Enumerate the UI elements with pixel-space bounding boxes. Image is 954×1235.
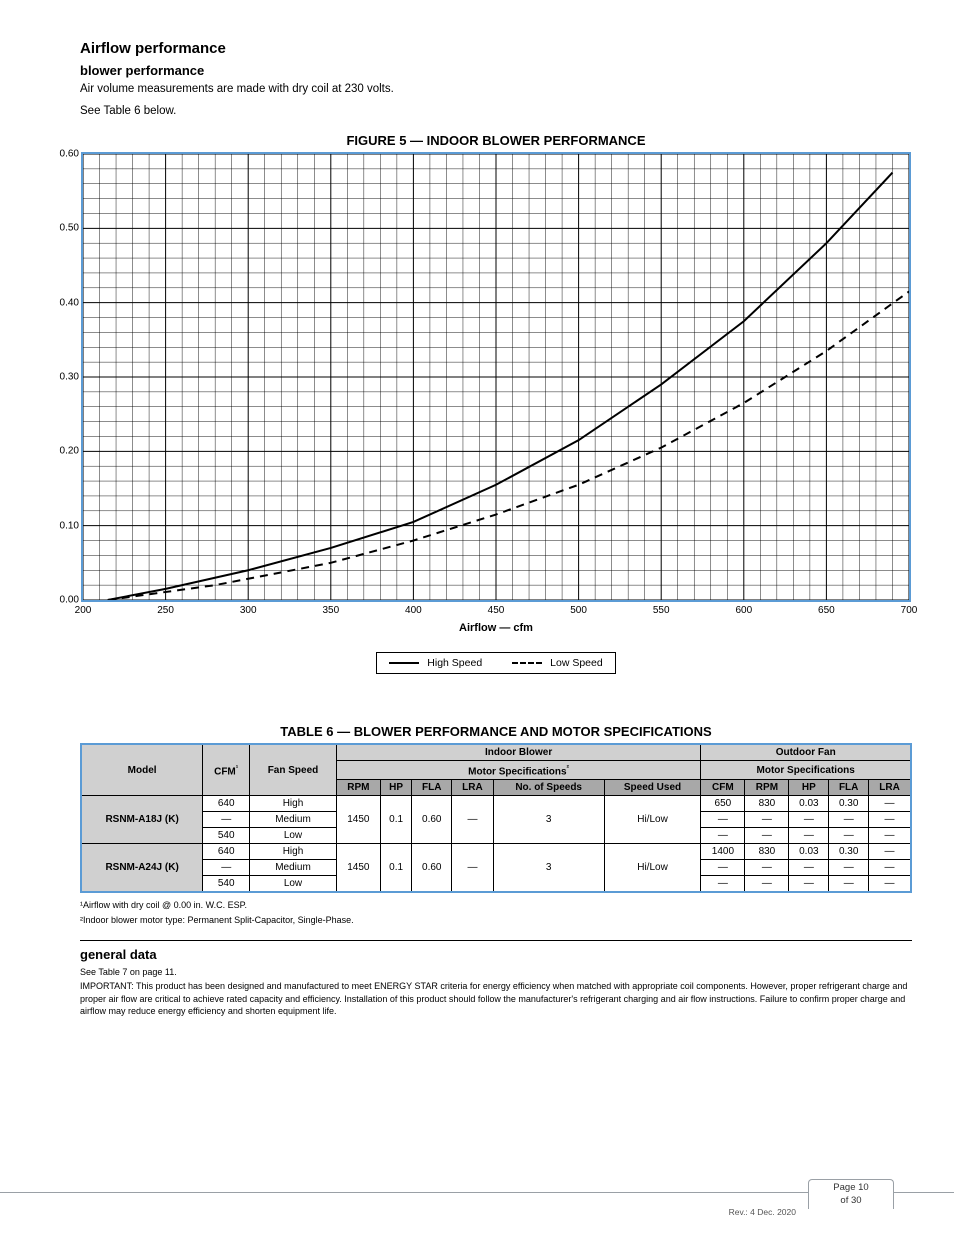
blower-text: Air volume measurements are made with dr… bbox=[80, 82, 912, 98]
footnote: ¹Airflow with dry coil @ 0.00 in. W.C. E… bbox=[80, 899, 912, 911]
chart-ytick: 0.40 bbox=[45, 297, 79, 308]
blower-heading: blower performance bbox=[80, 63, 912, 78]
chart-xtick: 400 bbox=[405, 605, 422, 616]
section-rule bbox=[80, 940, 912, 941]
section-title: Airflow performance bbox=[80, 40, 912, 57]
chart-ytick: 0.20 bbox=[45, 446, 79, 457]
perf-table-title: TABLE 6 — BLOWER PERFORMANCE AND MOTOR S… bbox=[80, 724, 912, 739]
chart-xtick: 700 bbox=[901, 605, 918, 616]
footer-tab-line1: Page 10 bbox=[809, 1180, 893, 1193]
table-row: RSNM-A24J (K)640High14500.10.60—3Hi/Low1… bbox=[81, 844, 911, 860]
perf-footnotes: ¹Airflow with dry coil @ 0.00 in. W.C. E… bbox=[80, 899, 912, 925]
general-data-paragraph: IMPORTANT: This product has been designe… bbox=[80, 980, 912, 1018]
legend-label: Low Speed bbox=[550, 657, 603, 669]
page-footer: Rev.: 4 Dec. 2020 Page 10 of 30 bbox=[0, 1187, 954, 1217]
perf-table: ModelCFM¹Fan SpeedIndoor BlowerOutdoor F… bbox=[80, 743, 912, 893]
chart-ytick: 0.50 bbox=[45, 223, 79, 234]
legend-item: Low Speed bbox=[512, 657, 603, 669]
chart-ytick: 0.00 bbox=[45, 595, 79, 606]
chart-xtick: 250 bbox=[157, 605, 174, 616]
chart: External Static Pressure — in. wg. 0.000… bbox=[81, 152, 911, 674]
legend-item: High Speed bbox=[389, 657, 482, 669]
legend-label: High Speed bbox=[427, 657, 482, 669]
chart-ytick: 0.10 bbox=[45, 520, 79, 531]
general-data-body: See Table 7 on page 11.IMPORTANT: This p… bbox=[80, 966, 912, 1018]
chart-xtick: 450 bbox=[488, 605, 505, 616]
legend-swatch bbox=[389, 662, 419, 664]
general-data-paragraph: See Table 7 on page 11. bbox=[80, 966, 912, 979]
chart-xtick: 300 bbox=[240, 605, 257, 616]
chart-xlabel: Airflow — cfm bbox=[81, 622, 911, 634]
chart-xtick: 650 bbox=[818, 605, 835, 616]
table-row: RSNM-A18J (K)640High14500.10.60—3Hi/Low6… bbox=[81, 796, 911, 812]
chart-xtick: 200 bbox=[75, 605, 92, 616]
general-data-heading: general data bbox=[80, 947, 912, 962]
chart-xtick: 600 bbox=[735, 605, 752, 616]
blower-table-note: See Table 6 below. bbox=[80, 104, 912, 120]
footer-tab-line2: of 30 bbox=[809, 1193, 893, 1206]
chart-ytick: 0.60 bbox=[45, 149, 79, 160]
chart-legend: High Speed Low Speed bbox=[376, 652, 615, 674]
chart-xtick: 500 bbox=[570, 605, 587, 616]
footer-rev: Rev.: 4 Dec. 2020 bbox=[729, 1207, 796, 1217]
footer-page-tab: Page 10 of 30 bbox=[808, 1179, 894, 1209]
chart-xtick: 550 bbox=[653, 605, 670, 616]
chart-xtick: 350 bbox=[322, 605, 339, 616]
footnote: ²Indoor blower motor type: Permanent Spl… bbox=[80, 914, 912, 926]
legend-swatch bbox=[512, 662, 542, 664]
chart-title: FIGURE 5 — INDOOR BLOWER PERFORMANCE bbox=[80, 133, 912, 148]
chart-ytick: 0.30 bbox=[45, 372, 79, 383]
